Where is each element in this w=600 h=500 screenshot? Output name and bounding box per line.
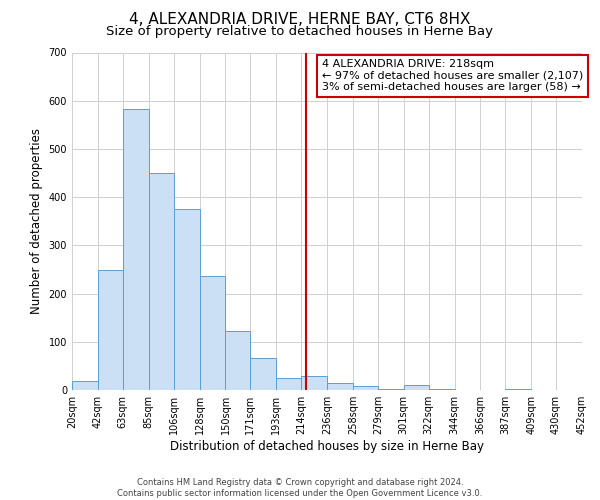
Bar [199,276,226,390]
Bar [72,382,98,390]
Text: Contains HM Land Registry data © Crown copyright and database right 2024.
Contai: Contains HM Land Registry data © Crown c… [118,478,482,498]
Bar [149,173,173,390]
Text: Size of property relative to detached houses in Herne Bay: Size of property relative to detached ho… [107,25,493,38]
Bar [123,110,149,390]
X-axis label: Distribution of detached houses by size in Herne Bay: Distribution of detached houses by size … [170,440,484,453]
Text: 4, ALEXANDRIA DRIVE, HERNE BAY, CT6 8HX: 4, ALEXANDRIA DRIVE, HERNE BAY, CT6 8HX [129,12,471,28]
Bar [505,388,531,390]
Bar [404,385,428,390]
Bar [226,331,250,390]
Bar [378,388,404,390]
Bar [250,358,276,390]
Bar [173,209,199,390]
Bar [327,383,353,390]
Bar [301,376,327,390]
Bar [98,270,123,390]
Bar [353,386,378,390]
Y-axis label: Number of detached properties: Number of detached properties [30,128,43,314]
Bar [276,378,301,390]
Text: 4 ALEXANDRIA DRIVE: 218sqm
← 97% of detached houses are smaller (2,107)
3% of se: 4 ALEXANDRIA DRIVE: 218sqm ← 97% of deta… [322,59,583,92]
Bar [428,388,455,390]
